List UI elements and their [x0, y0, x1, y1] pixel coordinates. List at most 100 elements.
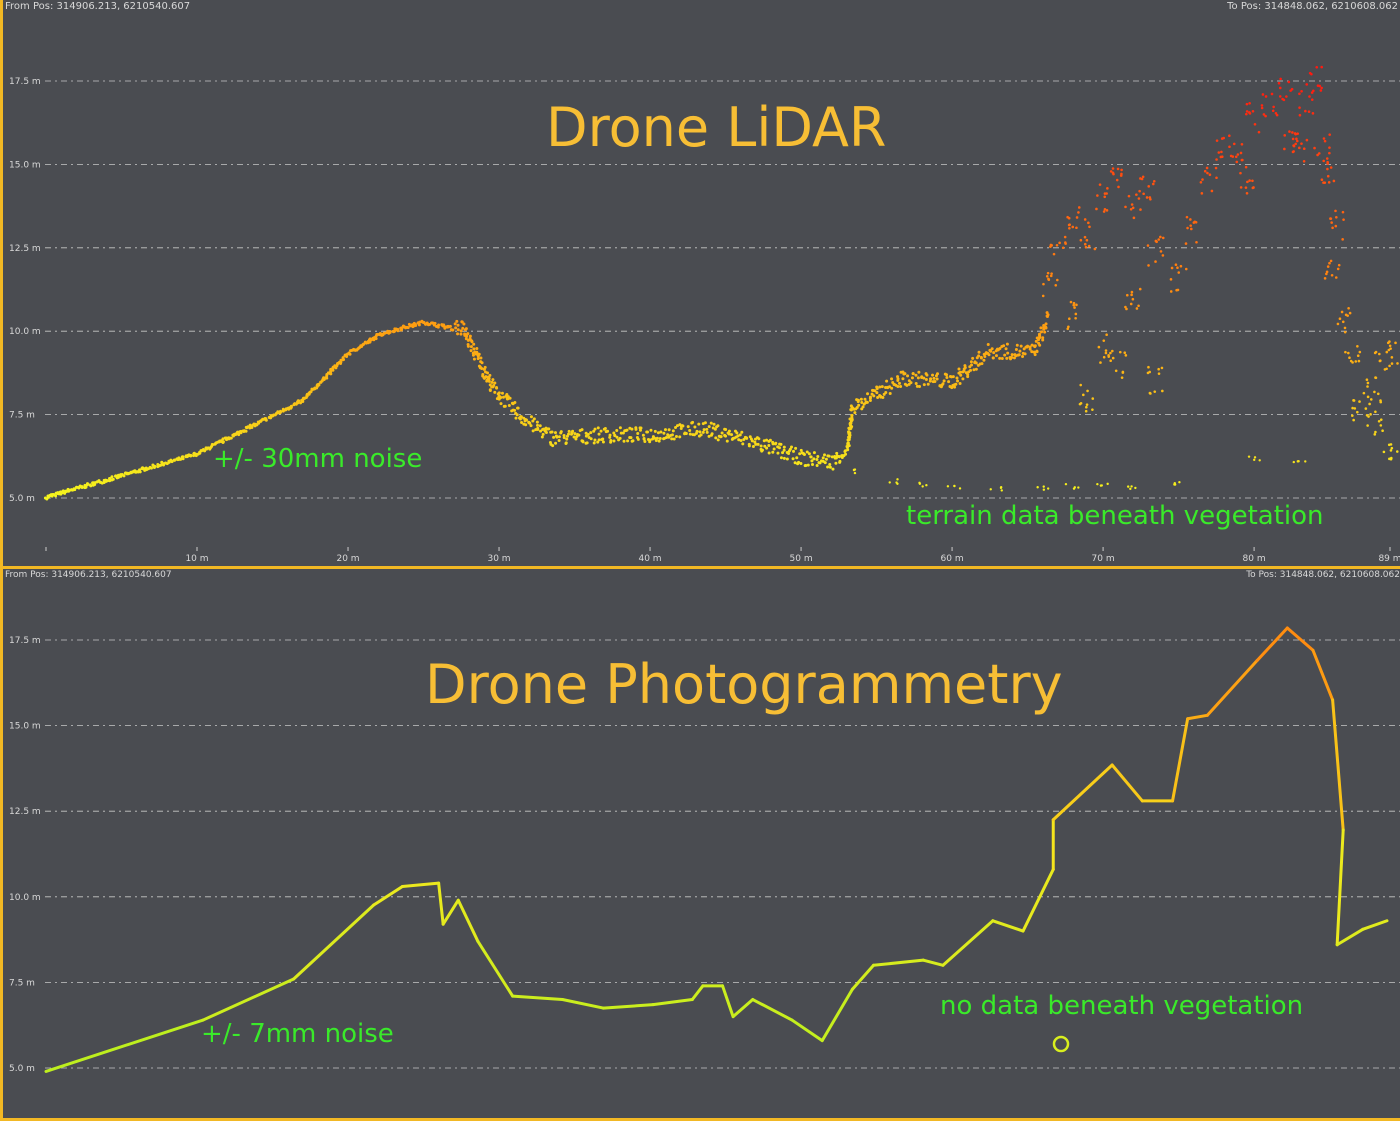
canopy-point [1234, 155, 1238, 159]
lidar-point [725, 439, 729, 443]
lidar-point [884, 391, 888, 395]
lidar-point [1044, 322, 1048, 326]
lidar-point [513, 408, 517, 412]
canopy-point [1291, 150, 1295, 154]
lidar-point [738, 433, 742, 437]
lidar-point [863, 397, 867, 401]
surface-segment [921, 958, 945, 967]
lidar-point [641, 433, 645, 437]
lidar-point [815, 457, 819, 461]
lidar-point [325, 374, 329, 378]
lidar-point [835, 451, 839, 455]
lidar-point [149, 466, 153, 470]
lidar-point [890, 386, 894, 390]
lidar-point [816, 454, 820, 458]
lidar-point [931, 373, 935, 377]
lidar-point [941, 382, 945, 386]
canopy-point [1131, 206, 1135, 210]
lidar-point [236, 430, 240, 434]
canopy-point [1195, 240, 1198, 244]
canopy-point [1077, 211, 1080, 214]
lidar-point [499, 395, 503, 399]
canopy-point [1340, 310, 1344, 314]
canopy-point [1288, 130, 1291, 133]
lidar-point [945, 376, 949, 380]
canopy-point [1102, 210, 1106, 213]
canopy-point [1260, 106, 1264, 110]
canopy-point [1174, 263, 1178, 266]
canopy-point [1291, 137, 1295, 141]
canopy-point [1330, 273, 1334, 277]
canopy-point [1041, 294, 1045, 298]
lidar-point [990, 347, 994, 351]
lidar-point [847, 444, 851, 448]
ground-point [1046, 487, 1050, 490]
canopy-point [1119, 174, 1123, 177]
lidar-point [472, 347, 476, 351]
lidar-point [922, 383, 926, 387]
lidar-point [564, 441, 568, 445]
lidar-point [1039, 326, 1043, 330]
canopy-point [1103, 195, 1107, 199]
lidar-point [662, 431, 666, 435]
canopy-point [1210, 189, 1214, 193]
lidar-point [414, 323, 418, 327]
canopy-point [1055, 243, 1059, 247]
canopy-point [1050, 272, 1053, 275]
lidar-point [1033, 350, 1037, 354]
lidar-point [557, 439, 561, 443]
canopy-point [1067, 325, 1070, 329]
lidar-point [875, 387, 879, 391]
lidar-point [782, 448, 786, 452]
lidar-point [459, 329, 463, 333]
lidar-point [116, 475, 120, 479]
lidar-point [653, 436, 657, 440]
canopy-point [1373, 433, 1377, 436]
lidar-point [688, 432, 692, 436]
canopy-point [1103, 207, 1107, 211]
canopy-point [1344, 313, 1348, 317]
canopy-point [1179, 264, 1183, 268]
lidar-point [707, 425, 711, 429]
x-tick-label: 40 m [638, 554, 661, 564]
canopy-point [1157, 372, 1161, 375]
lidar-point [1012, 356, 1016, 360]
ground-point [1036, 486, 1039, 489]
canopy-point [1264, 95, 1268, 98]
surface-segment [601, 1003, 655, 1010]
lidar-point [731, 437, 735, 441]
lidar-point [868, 398, 872, 402]
canopy-point [1377, 419, 1381, 423]
lidar-point [453, 322, 457, 326]
canopy-point [1262, 113, 1266, 116]
canopy-point [1388, 364, 1391, 368]
ground-point [946, 485, 950, 488]
lidar-point [460, 320, 464, 324]
canopy-point [1111, 167, 1115, 170]
canopy-point [1278, 86, 1282, 90]
canopy-point [1146, 244, 1150, 247]
lidar-point [599, 429, 603, 433]
photogrammetry-chart: 5.0 m 7.5 m 10.0 m 12.5 m 15.0 m 17.5 m [9, 626, 1400, 1074]
canopy-point [1064, 241, 1067, 244]
lidar-point [998, 356, 1002, 360]
lidar-point [670, 433, 674, 437]
lidar-point [657, 439, 661, 443]
lidar-point [710, 432, 714, 436]
canopy-point [1097, 345, 1101, 349]
canopy-point [1300, 90, 1303, 93]
canopy-point [1192, 221, 1196, 224]
canopy-point [1079, 238, 1083, 242]
lidar-point [929, 377, 933, 381]
lidar-point [928, 379, 932, 383]
canopy-point [1293, 132, 1297, 135]
ground-point [921, 485, 924, 488]
lidar-point [724, 428, 728, 432]
canopy-point [1141, 175, 1145, 179]
canopy-point [1199, 180, 1203, 184]
lidar-point [966, 373, 970, 377]
lidar-point [872, 394, 876, 398]
lidar-point [790, 445, 794, 449]
lidar-point [493, 390, 497, 394]
lidar-point [553, 431, 557, 435]
